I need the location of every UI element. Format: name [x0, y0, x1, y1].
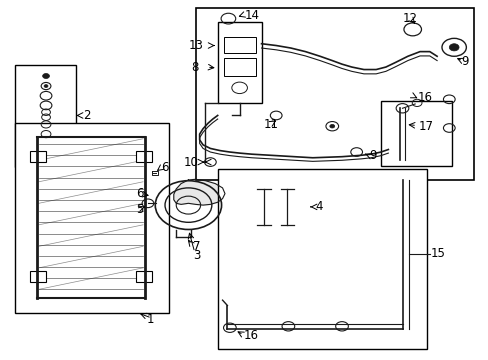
Text: 8: 8 [190, 60, 198, 73]
Polygon shape [217, 22, 261, 103]
Polygon shape [136, 271, 152, 282]
Text: 3: 3 [193, 249, 200, 262]
Text: 17: 17 [418, 120, 433, 133]
Circle shape [42, 73, 49, 78]
Text: 15: 15 [430, 247, 445, 260]
Text: 9: 9 [368, 149, 376, 162]
Polygon shape [195, 8, 473, 180]
Polygon shape [380, 101, 451, 166]
Polygon shape [224, 37, 255, 53]
Polygon shape [30, 151, 46, 162]
Text: 5: 5 [136, 203, 143, 216]
Text: 11: 11 [264, 118, 278, 131]
Text: 7: 7 [193, 240, 201, 253]
Polygon shape [217, 169, 427, 348]
Text: 2: 2 [83, 109, 91, 122]
Polygon shape [136, 151, 152, 162]
Polygon shape [246, 184, 310, 230]
Circle shape [44, 85, 48, 87]
Text: 9: 9 [461, 55, 468, 68]
Text: 16: 16 [417, 91, 432, 104]
Text: 6: 6 [161, 161, 169, 174]
Text: 6: 6 [136, 187, 143, 200]
Text: 4: 4 [315, 201, 322, 213]
Text: 10: 10 [183, 156, 198, 168]
Polygon shape [15, 123, 168, 313]
Circle shape [448, 44, 458, 51]
Polygon shape [30, 271, 46, 282]
Text: 14: 14 [244, 9, 259, 22]
Polygon shape [15, 65, 76, 167]
Text: 12: 12 [402, 12, 417, 25]
Polygon shape [224, 58, 255, 76]
Text: 1: 1 [147, 313, 154, 327]
Text: 16: 16 [243, 329, 258, 342]
Circle shape [329, 125, 334, 128]
Text: 13: 13 [188, 39, 203, 52]
Polygon shape [34, 144, 58, 159]
Polygon shape [173, 179, 224, 205]
